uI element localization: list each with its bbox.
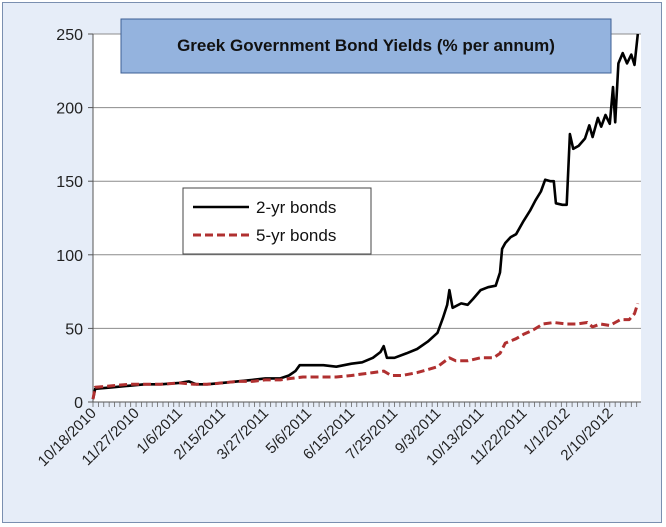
legend-label-2: 5-yr bonds bbox=[256, 226, 336, 245]
legend-box bbox=[182, 187, 372, 255]
chart-title: Greek Government Bond Yields (% per annu… bbox=[120, 18, 612, 74]
title-text: Greek Government Bond Yields (% per annu… bbox=[177, 36, 555, 55]
y-tick-label: 250 bbox=[56, 27, 83, 44]
legend: 2-yr bonds 5-yr bonds bbox=[182, 187, 372, 255]
y-tick-label: 50 bbox=[65, 321, 83, 338]
y-tick-label: 200 bbox=[56, 101, 83, 118]
y-tick-label: 150 bbox=[56, 174, 83, 191]
legend-label-1: 2-yr bonds bbox=[256, 198, 336, 217]
y-tick-label: 100 bbox=[56, 248, 83, 265]
title-box bbox=[120, 18, 612, 74]
y-tick-label: 0 bbox=[74, 395, 83, 412]
series-line-2 bbox=[91, 302, 640, 400]
